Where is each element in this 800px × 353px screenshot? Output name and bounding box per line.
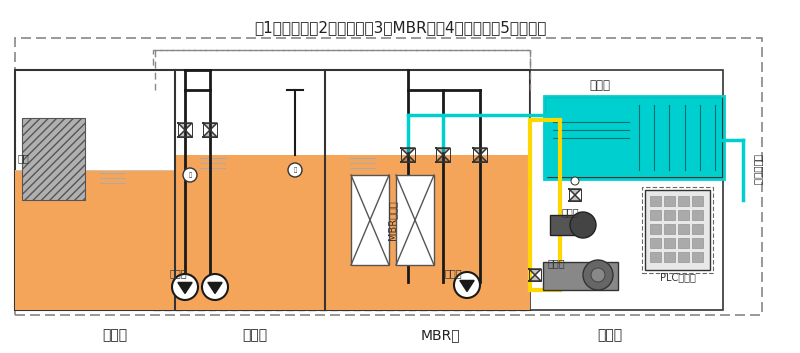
Polygon shape [436, 155, 450, 162]
Bar [325, 155, 530, 310]
Text: 京: 京 [294, 167, 297, 173]
Polygon shape [529, 269, 541, 275]
Bar [550, 215, 575, 235]
Bar [650, 196, 661, 206]
Bar [692, 210, 703, 220]
Bar [650, 210, 661, 220]
Polygon shape [178, 130, 192, 137]
Polygon shape [203, 130, 217, 137]
Circle shape [570, 212, 596, 238]
Text: 排放或回用: 排放或回用 [753, 154, 763, 186]
Bar [664, 224, 675, 234]
Bar [15, 70, 530, 310]
Bar [530, 70, 723, 310]
Bar [642, 187, 713, 273]
Text: MBR膜组件: MBR膜组件 [387, 200, 397, 240]
Polygon shape [460, 280, 474, 292]
Bar [664, 210, 675, 220]
Polygon shape [436, 148, 450, 155]
Bar [175, 155, 325, 310]
Polygon shape [569, 189, 581, 195]
Bar [396, 175, 434, 265]
Polygon shape [401, 155, 415, 162]
Bar [692, 196, 703, 206]
Bar [650, 252, 661, 262]
Bar [678, 210, 689, 220]
Circle shape [571, 177, 579, 185]
Bar [544, 96, 724, 179]
Text: 鼓风机: 鼓风机 [548, 258, 566, 268]
Polygon shape [529, 275, 541, 281]
Text: PLC控制柜: PLC控制柜 [659, 272, 695, 282]
Bar [678, 252, 689, 262]
Bar [650, 238, 661, 248]
Bar [15, 170, 175, 310]
Text: 格栅: 格栅 [18, 153, 30, 163]
Text: 抽吸泵: 抽吸泵 [561, 207, 579, 217]
Bar [664, 196, 675, 206]
Text: 事故池: 事故池 [102, 328, 127, 342]
Bar [692, 224, 703, 234]
Polygon shape [473, 148, 487, 155]
Bar [678, 238, 689, 248]
Text: （1）事故池（2）缺氧池（3）MBR池（4）设备间（5）清水池: （1）事故池（2）缺氧池（3）MBR池（4）设备间（5）清水池 [254, 20, 546, 35]
Bar [678, 224, 689, 234]
Bar [545, 97, 723, 178]
Circle shape [591, 268, 605, 282]
Bar [650, 224, 661, 234]
Bar [543, 262, 618, 290]
Polygon shape [178, 282, 192, 293]
Bar [692, 238, 703, 248]
Polygon shape [569, 195, 581, 201]
Bar [351, 175, 389, 265]
Bar [664, 252, 675, 262]
Circle shape [288, 163, 302, 177]
Text: 清水池: 清水池 [589, 79, 610, 92]
Polygon shape [473, 155, 487, 162]
Bar [692, 252, 703, 262]
Text: 京: 京 [188, 172, 192, 178]
Text: MBR池: MBR池 [420, 328, 460, 342]
Circle shape [583, 260, 613, 290]
Bar [678, 196, 689, 206]
Polygon shape [178, 123, 192, 130]
Text: 缺氧池: 缺氧池 [242, 328, 267, 342]
Circle shape [454, 272, 480, 298]
Polygon shape [208, 282, 222, 293]
Bar [22, 118, 85, 200]
Text: 设备间: 设备间 [598, 328, 622, 342]
Text: 潜水泵: 潜水泵 [170, 268, 188, 278]
Circle shape [183, 168, 197, 182]
Text: 回流泵: 回流泵 [445, 268, 462, 278]
Circle shape [172, 274, 198, 300]
Bar [664, 238, 675, 248]
Bar [645, 190, 710, 270]
Polygon shape [203, 123, 217, 130]
Polygon shape [401, 148, 415, 155]
Circle shape [202, 274, 228, 300]
